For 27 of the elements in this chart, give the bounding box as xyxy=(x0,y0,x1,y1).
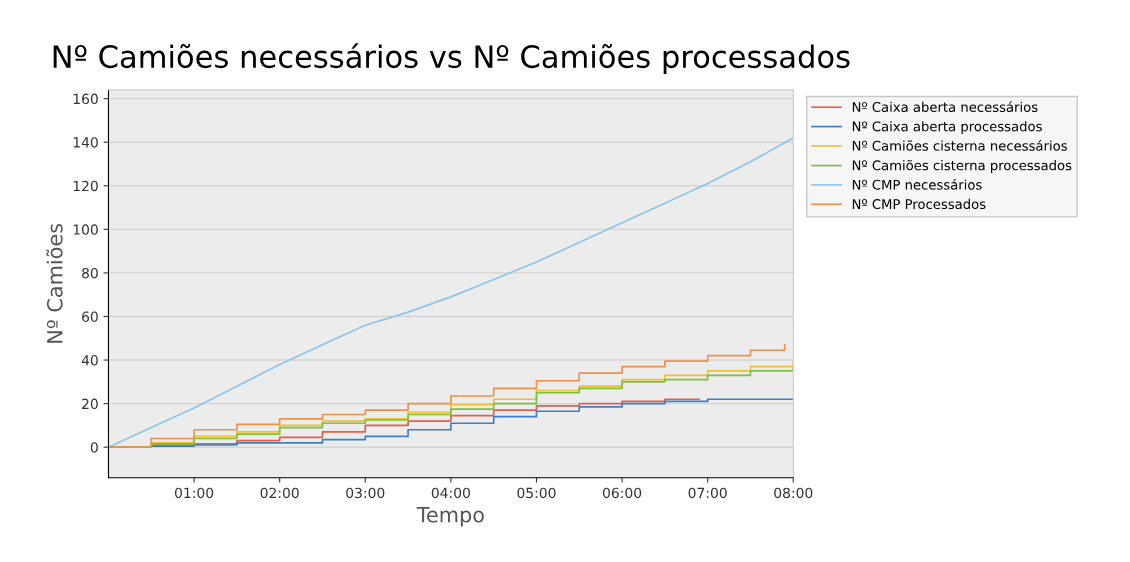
y-tick-label: 60 xyxy=(82,311,98,322)
x-tick-label: 06:00 xyxy=(602,487,642,499)
y-tick-label: 40 xyxy=(81,355,98,366)
legend-label: Nº Camiões cisterna processados xyxy=(852,159,1072,173)
x-tick-label: 01:00 xyxy=(174,487,214,499)
y-tick-label: 100 xyxy=(73,224,98,235)
y-tick-label: 160 xyxy=(73,93,98,105)
x-tick-label: 02:00 xyxy=(260,487,299,499)
x-tick-label: 03:00 xyxy=(346,487,385,499)
chart-title: Nº Camiões necessários vs Nº Camiões processados xyxy=(53,43,850,75)
x-axis-title: Tempo xyxy=(416,507,484,527)
y-tick-label: 140 xyxy=(73,137,98,148)
y-tick-label: 20 xyxy=(82,398,98,410)
legend-label: Nº Caixa aberta necessários xyxy=(852,101,1038,113)
line-series xyxy=(108,137,794,449)
x-tick-label: 07:00 xyxy=(688,487,727,499)
legend-label: Nº Caixa aberta processados xyxy=(852,121,1042,134)
y-tick-label: 120 xyxy=(73,180,98,192)
x-tick-label: 05:00 xyxy=(517,487,556,499)
legend-label: Nº CMP Processados xyxy=(852,198,986,210)
y-axis-title: Nº Camiões xyxy=(46,223,63,343)
y-tick-label: 80 xyxy=(82,267,98,279)
y-tick-label: 0 xyxy=(90,442,98,453)
legend-label: Nº Camiões cisterna necessários xyxy=(852,140,1067,151)
legend-label: Nº CMP necessários xyxy=(852,178,982,190)
x-tick-label: 04:00 xyxy=(431,487,470,499)
x-tick-label: 08:00 xyxy=(774,487,813,499)
